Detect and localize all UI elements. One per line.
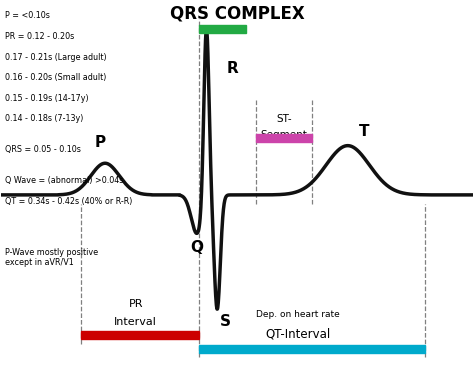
Text: QRS = 0.05 - 0.10s: QRS = 0.05 - 0.10s <box>5 145 81 154</box>
Text: 0.15 - 0.19s (14-17y): 0.15 - 0.19s (14-17y) <box>5 94 88 103</box>
Bar <box>199 345 426 353</box>
Text: QRS COMPLEX: QRS COMPLEX <box>170 5 304 23</box>
Text: Q: Q <box>191 240 203 255</box>
Text: Dep. on heart rate: Dep. on heart rate <box>256 310 340 319</box>
Text: Interval: Interval <box>114 317 157 327</box>
Text: T: T <box>359 124 369 139</box>
Text: P: P <box>95 134 106 150</box>
Text: QT-Interval: QT-Interval <box>265 327 331 340</box>
Text: ST-: ST- <box>276 114 292 124</box>
Text: 0.14 - 0.18s (7-13y): 0.14 - 0.18s (7-13y) <box>5 114 83 123</box>
Bar <box>199 25 246 33</box>
Text: P-Wave mostly positive
except in aVR/V1: P-Wave mostly positive except in aVR/V1 <box>5 248 98 267</box>
Text: R: R <box>227 61 238 76</box>
Text: 0.17 - 0.21s (Large adult): 0.17 - 0.21s (Large adult) <box>5 53 106 62</box>
Text: 0.16 - 0.20s (Small adult): 0.16 - 0.20s (Small adult) <box>5 73 106 82</box>
Text: Segment: Segment <box>261 130 308 140</box>
Text: S: S <box>220 314 231 329</box>
Text: Q Wave = (abnormal) >0.04s: Q Wave = (abnormal) >0.04s <box>5 176 123 185</box>
Bar <box>82 331 199 339</box>
Bar <box>256 134 312 142</box>
Text: PR = 0.12 - 0.20s: PR = 0.12 - 0.20s <box>5 32 74 41</box>
Text: P = <0.10s: P = <0.10s <box>5 11 50 21</box>
Text: QT = 0.34s - 0.42s (40% or R-R): QT = 0.34s - 0.42s (40% or R-R) <box>5 197 132 206</box>
Text: PR: PR <box>128 299 143 309</box>
